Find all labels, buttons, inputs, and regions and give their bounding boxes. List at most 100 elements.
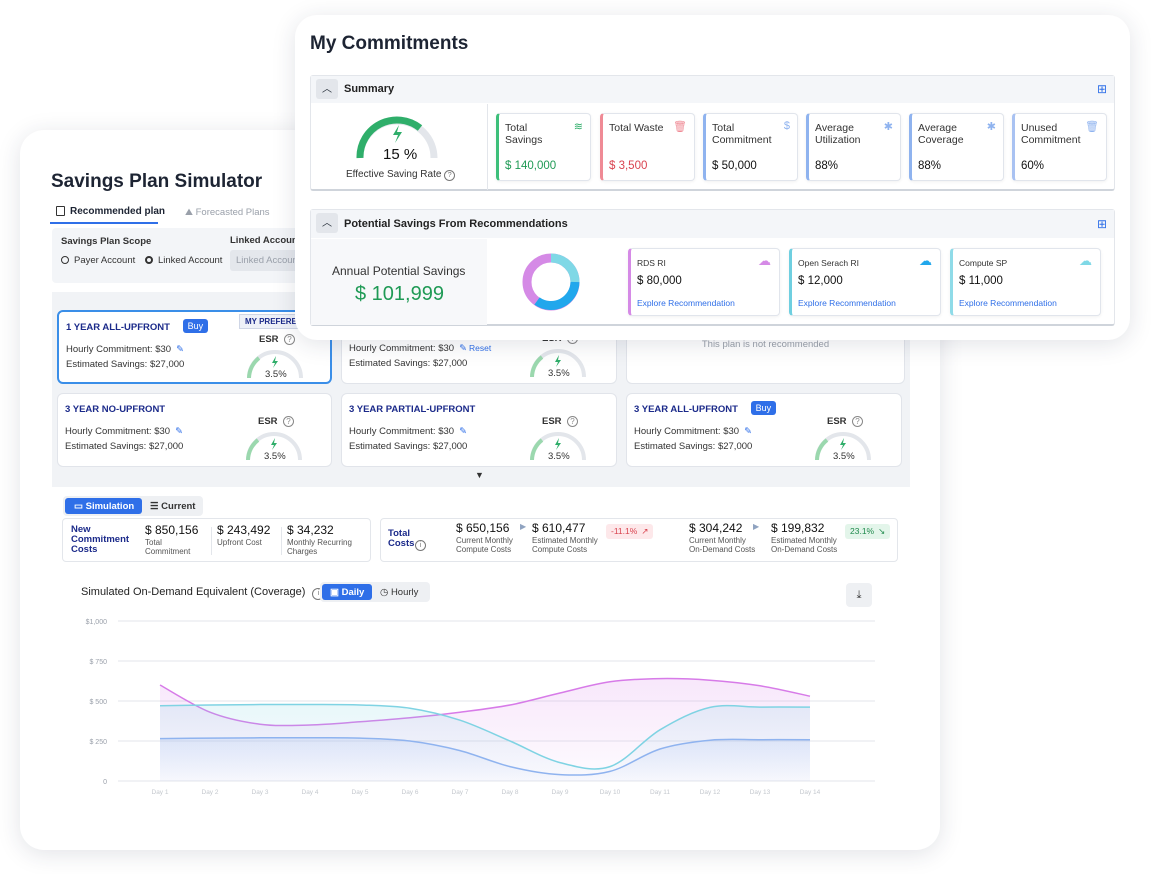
view-current[interactable]: ☰ Current (150, 501, 196, 512)
summary-card: Total Savings ≋ $ 140,000 (496, 113, 591, 181)
plan-title: 3 YEAR PARTIAL-UPFRONT (349, 404, 476, 415)
grid-icon[interactable]: ⊞ (1097, 217, 1108, 231)
hourly-text: Hourly Commitment: $30 (634, 426, 740, 437)
cloud-icon: ☁ (758, 253, 771, 268)
cost-value: $ 243,492 (217, 523, 271, 537)
edit-icon[interactable]: ✎ (176, 344, 185, 355)
saving-rate-label: Effective Saving Rate ? (346, 169, 456, 181)
collapse-button[interactable]: ︿ (316, 213, 338, 233)
line (159, 703, 811, 770)
plan-title: 3 YEAR NO-UPFRONT (65, 404, 166, 415)
hourly-line: Hourly Commitment: $30 ✎ (634, 426, 752, 437)
toggle-label: Hourly (390, 587, 419, 598)
plan-note: This plan is not recommended (701, 339, 830, 350)
tab-recommended[interactable]: Recommended plan (56, 206, 165, 217)
savings-line: Estimated Savings: $27,000 (66, 359, 185, 370)
reset-link[interactable]: Reset (469, 343, 492, 353)
card-value: 88% (918, 160, 942, 172)
plan-card[interactable]: 3 YEAR NO-UPFRONT Hourly Commitment: $30 ✎… (57, 393, 332, 467)
y-tick-label: 0 (103, 779, 107, 786)
radio (61, 256, 69, 264)
change-badge: -11.1% ↗ (606, 524, 654, 539)
card-label: Compute SP (959, 258, 1008, 268)
gauge-fill (247, 356, 261, 379)
card-value: $ 50,000 (712, 160, 757, 172)
help-icon: ? (567, 416, 578, 427)
x-tick-label: Day 13 (750, 789, 771, 796)
buy-badge[interactable]: Buy (750, 401, 777, 415)
edit-icon[interactable]: ✎ (459, 426, 468, 437)
plan-card[interactable]: 3 YEAR PARTIAL-UPFRONT Hourly Commitment:… (341, 393, 617, 467)
info-icon: i (415, 540, 426, 551)
cost-value: $ 650,156 (456, 521, 510, 535)
total-costs-label: Total Costs (388, 528, 415, 549)
divider (281, 527, 282, 555)
plan-card[interactable]: 1 YEAR ALL-UPFRONT Buy MY PREFERENCE Hourly… (57, 310, 332, 384)
buy-badge[interactable]: Buy (182, 319, 209, 333)
card-icon: 🗑 (1085, 121, 1099, 133)
summary-header (311, 76, 1114, 103)
collapse-button[interactable]: ︿ (316, 79, 338, 99)
expand-arrow[interactable]: ▼ (475, 470, 484, 480)
linked-input[interactable] (230, 250, 302, 271)
chart-title-text: Simulated On-Demand Equivalent (Coverage… (81, 586, 306, 598)
label-text: Effective Saving Rate (346, 169, 442, 180)
x-tick-label: Day 5 (352, 789, 369, 796)
view-label: Current (161, 501, 196, 512)
tab-label: Forecasted Plans (195, 207, 270, 218)
hourly-line: Hourly Commitment: $30 ✎ (66, 344, 184, 355)
esr-gauge (530, 349, 586, 378)
card-icon: ✱ (986, 121, 996, 133)
plan-card[interactable]: 3 YEAR ALL-UPFRONT Buy Hourly Commitment: … (626, 393, 902, 467)
hourly-line: Hourly Commitment: $30 ✎ Reset (349, 343, 491, 354)
esr-value: 3.5% (548, 451, 570, 462)
card-icon: $ (783, 120, 790, 132)
card-value: $ 12,000 (798, 275, 843, 287)
cost-label: Current Monthly Compute Costs (456, 536, 513, 554)
grid-icon[interactable]: ⊞ (1097, 82, 1108, 96)
explore-link[interactable]: Explore Recommendation (798, 298, 896, 308)
annual-panel (311, 239, 487, 325)
commitments-title: My Commitments (310, 33, 469, 54)
view-simulation[interactable]: ▭ Simulation (65, 498, 142, 514)
arrow-icon: ▶ (520, 522, 527, 531)
edit-icon[interactable]: ✎ (459, 343, 468, 354)
explore-link[interactable]: Explore Recommendation (637, 298, 735, 308)
card-value: $ 3,500 (609, 160, 648, 172)
bolt-icon (272, 356, 278, 368)
radio-label: Linked Account (158, 255, 223, 266)
tab-forecasted[interactable]: ⛰ Forecasted Plans (185, 207, 270, 218)
savings-line: Estimated Savings: $27,000 (349, 441, 468, 452)
bolt-icon (840, 438, 846, 450)
toggle-hourly[interactable]: ◷ Hourly (380, 587, 419, 598)
x-tick-label: Day 14 (800, 789, 821, 796)
card-value: 60% (1021, 160, 1045, 172)
bolt-icon (555, 438, 561, 450)
radio-linked[interactable]: Linked Account (145, 255, 222, 266)
radio-payer[interactable]: Payer Account (61, 255, 135, 266)
edit-icon[interactable]: ✎ (744, 426, 753, 437)
edit-icon[interactable]: ✎ (175, 426, 184, 437)
savings-line: Estimated Savings: $27,000 (634, 441, 753, 452)
cost-label: Estimated Monthly On-Demand Costs (771, 536, 838, 554)
toggle-daily[interactable]: ▣ Daily (322, 584, 372, 600)
x-tick-label: Day 3 (252, 789, 269, 796)
summary-card: Average Coverage ✱ 88% (909, 113, 1004, 181)
download-button[interactable]: ⤓ (846, 583, 872, 607)
card-value: $ 140,000 (505, 160, 557, 172)
change-text: -11.1% (611, 526, 638, 536)
potential-section (310, 209, 1115, 326)
card-label: Total Savings (505, 122, 543, 146)
change-text: 23.1% (850, 526, 875, 536)
explore-link[interactable]: Explore Recommendation (959, 298, 1057, 308)
change-badge: 23.1% ↘ (845, 524, 891, 539)
help-icon: ? (852, 416, 863, 427)
x-tick-label: Day 1 (152, 789, 169, 796)
card-label: Open Serach RI (798, 258, 859, 268)
esr-value: 3.5% (264, 451, 286, 462)
card-icon: ✱ (883, 121, 893, 133)
esr-label: ESR (258, 416, 278, 427)
hourly-text: Hourly Commitment: $30 (349, 426, 455, 437)
esr-gauge (815, 432, 871, 461)
simulator-title: Savings Plan Simulator (51, 171, 263, 192)
